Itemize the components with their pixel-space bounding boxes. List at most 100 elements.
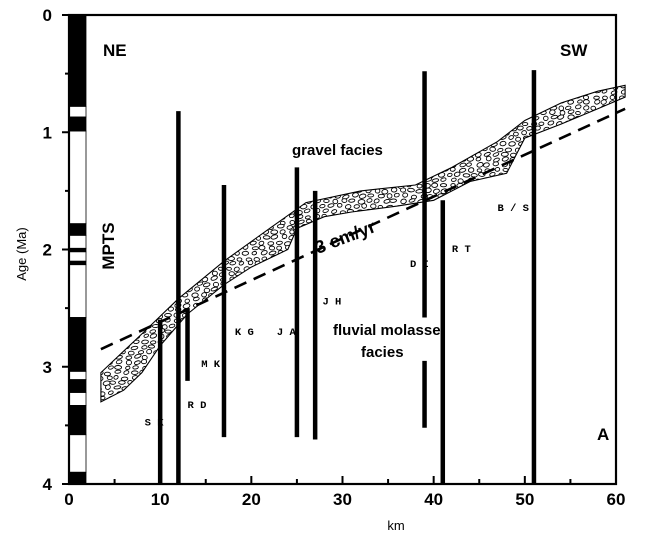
gravel-clast	[356, 256, 362, 260]
gravel-clast	[431, 299, 438, 302]
gravel-clast	[474, 58, 480, 63]
gravel-clast	[203, 282, 211, 287]
gravel-clast	[306, 349, 312, 354]
gravel-clast	[423, 64, 430, 69]
gravel-clast	[297, 68, 303, 73]
gravel-clast	[167, 339, 173, 343]
gravel-clast	[573, 386, 580, 390]
gravel-clast	[592, 334, 598, 339]
gravel-clast	[108, 390, 114, 395]
gravel-clast	[536, 214, 542, 219]
gravel-clast	[389, 142, 396, 146]
gravel-clast	[481, 370, 488, 375]
gravel-clast	[557, 147, 564, 153]
gravel-clast	[430, 308, 435, 312]
gravel-clast	[258, 370, 265, 374]
gravel-clast	[550, 100, 557, 105]
gravel-clast	[166, 136, 173, 141]
gravel-clast	[288, 115, 294, 120]
gravel-clast	[142, 298, 149, 303]
gravel-clast	[405, 302, 412, 308]
gravel-clast	[94, 156, 100, 161]
gravel-clast	[131, 346, 138, 350]
gravel-clast	[543, 91, 548, 95]
gravel-clast	[229, 350, 235, 355]
gravel-clast	[509, 219, 516, 224]
gravel-clast	[620, 257, 625, 262]
gravel-clast	[170, 381, 176, 385]
gravel-clast	[351, 385, 359, 391]
gravel-clast	[560, 64, 567, 69]
gravel-clast	[463, 105, 471, 111]
gravel-clast	[511, 168, 517, 171]
gravel-clast	[385, 120, 392, 124]
gravel-clast	[326, 391, 333, 396]
gravel-clast	[294, 79, 300, 83]
gravel-clast	[253, 75, 260, 79]
mpts-chron-normal	[69, 224, 86, 236]
gravel-clast	[520, 168, 526, 174]
gravel-clast	[98, 147, 105, 151]
gravel-clast	[125, 99, 131, 104]
gravel-clast	[90, 328, 96, 334]
gravel-clast	[514, 195, 520, 199]
gravel-clast	[319, 226, 325, 230]
gravel-clast	[252, 81, 257, 84]
gravel-clast	[125, 255, 132, 261]
gravel-clast	[478, 200, 483, 204]
gravel-clast	[429, 386, 434, 390]
gravel-clast	[346, 339, 351, 343]
gravel-clast	[625, 239, 631, 244]
gravel-clast	[320, 63, 328, 69]
gravel-clast	[150, 224, 157, 229]
gravel-clast	[431, 183, 437, 188]
gravel-clast	[558, 340, 564, 344]
gravel-clast	[584, 148, 589, 153]
gravel-clast	[560, 161, 568, 167]
gravel-clast	[123, 328, 129, 333]
gravel-clast	[551, 396, 557, 402]
gravel-clast	[492, 101, 497, 106]
gravel-clast	[624, 375, 629, 379]
gravel-clast	[515, 345, 520, 349]
gravel-clast	[384, 262, 389, 266]
gravel-clast	[261, 69, 267, 73]
gravel-clast	[364, 85, 370, 90]
gravel-clast	[201, 136, 207, 140]
gravel-clast	[378, 172, 384, 176]
gravel-clast	[255, 85, 262, 89]
gravel-clast	[210, 397, 216, 401]
gravel-clast	[303, 401, 310, 406]
gravel-clast	[516, 358, 523, 364]
gravel-clast	[318, 374, 324, 380]
gravel-clast	[501, 276, 507, 281]
gravel-clast	[128, 126, 135, 132]
gravel-clast	[484, 90, 489, 93]
gravel-clast	[298, 126, 304, 132]
gravel-clast	[598, 205, 605, 209]
gravel-clast	[126, 157, 134, 162]
gravel-clast	[482, 57, 489, 63]
gravel-clast	[584, 333, 592, 339]
gravel-clast	[578, 235, 585, 241]
gravel-clast	[439, 136, 446, 142]
gravel-clast	[590, 78, 598, 84]
gravel-clast	[228, 412, 235, 417]
gravel-clast	[281, 156, 286, 161]
gravel-clast	[397, 364, 404, 369]
x-axis-ticks: 0 10 20 30 40 50 60	[64, 476, 625, 509]
gravel-clast	[485, 412, 489, 416]
gravel-clast	[341, 221, 346, 225]
gravel-clast	[434, 168, 440, 172]
gravel-clast	[411, 371, 416, 376]
gravel-clast	[455, 307, 462, 313]
gravel-clast	[238, 277, 244, 282]
gravel-clast	[201, 329, 208, 334]
gravel-clast	[551, 85, 557, 89]
gravel-clast	[313, 69, 318, 73]
gravel-clast	[119, 381, 126, 385]
gravel-clast	[448, 90, 456, 96]
gravel-clast	[398, 256, 404, 261]
gravel-clast	[163, 220, 169, 224]
gravel-clast	[486, 281, 491, 285]
